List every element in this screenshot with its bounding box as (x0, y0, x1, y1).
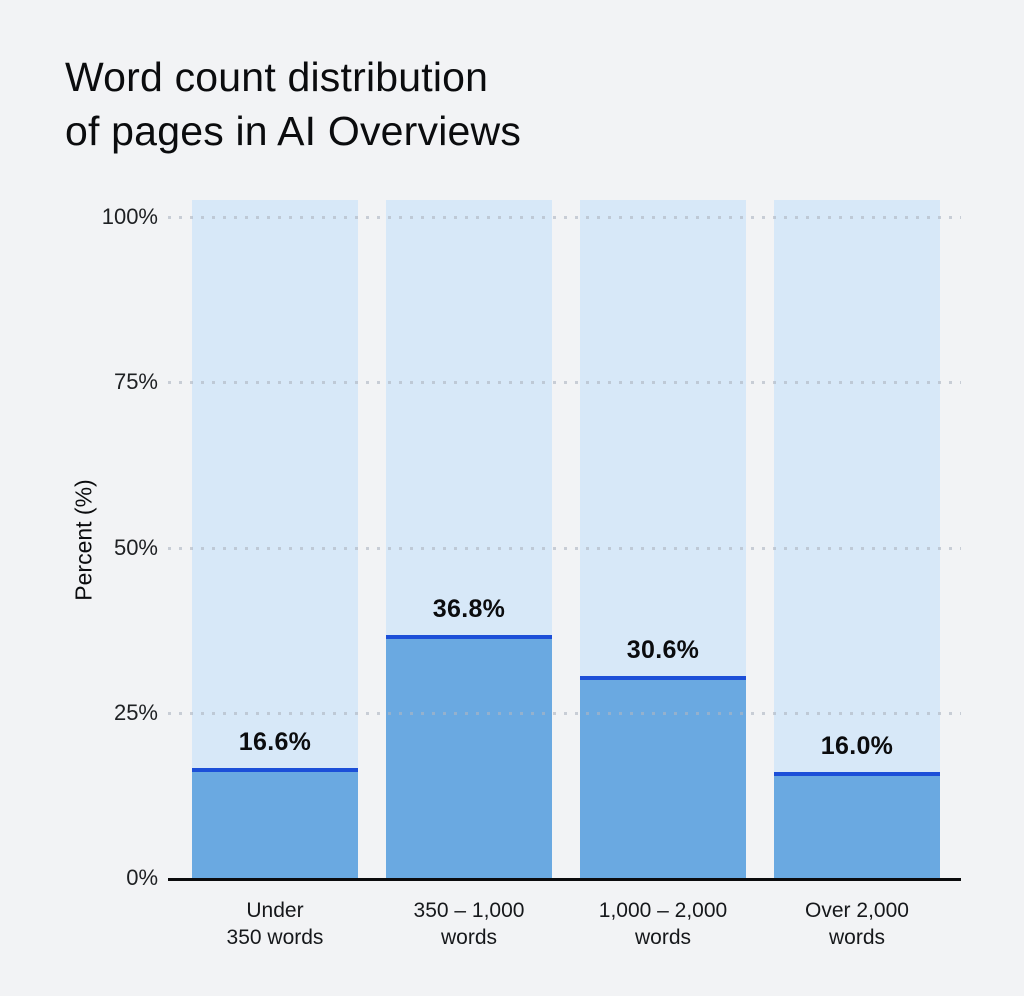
x-axis-label-line: words (440, 926, 498, 949)
x-axis-label: 1,000 – 2,000 words (560, 897, 766, 951)
x-axis-label-line: words (828, 926, 886, 949)
bar-fill (774, 772, 940, 878)
bar-value-label: 36.8% (432, 594, 506, 623)
x-axis-label-line: words (634, 926, 692, 949)
x-axis-label-line: 350 words (226, 926, 324, 949)
chart-title-line2: of pages in AI Overviews (65, 108, 522, 154)
y-tick-label-50: 50% (113, 534, 158, 560)
bar-value-label: 16.0% (820, 732, 894, 761)
x-axis-label: 350 – 1,000 words (366, 897, 572, 951)
bar-fill (192, 768, 358, 878)
y-tick-label-0: 0% (126, 865, 158, 890)
bar-value-label: 16.6% (238, 728, 312, 757)
y-tick-label-100: 100% (101, 204, 158, 229)
bar-value-label: 30.6% (626, 635, 700, 664)
bar-track (774, 200, 940, 878)
bar-fill (580, 675, 746, 878)
x-axis-line (168, 878, 961, 881)
x-axis-label: Over 2,000 words (754, 897, 960, 951)
x-axis-label-line: Under (246, 899, 304, 922)
grid-line-100 (168, 216, 961, 219)
x-axis-label: Under 350 words (172, 897, 378, 951)
x-axis-label-line: 1,000 – 2,000 (598, 899, 728, 922)
grid-line-50 (168, 546, 961, 550)
bar-fill (386, 634, 552, 878)
x-axis-label-line: 350 – 1,000 (413, 899, 525, 922)
grid-line-25 (168, 711, 961, 715)
bar-track (192, 200, 358, 878)
x-axis-label-line: Over 2,000 (805, 899, 909, 922)
y-tick-label-25: 25% (113, 699, 158, 725)
grid-line-75 (168, 381, 961, 385)
chart-title: Word count distribution of pages in AI Ov… (65, 50, 521, 158)
chart-title-line1: Word count distribution (65, 54, 489, 100)
y-tick-label-75: 75% (113, 369, 158, 395)
